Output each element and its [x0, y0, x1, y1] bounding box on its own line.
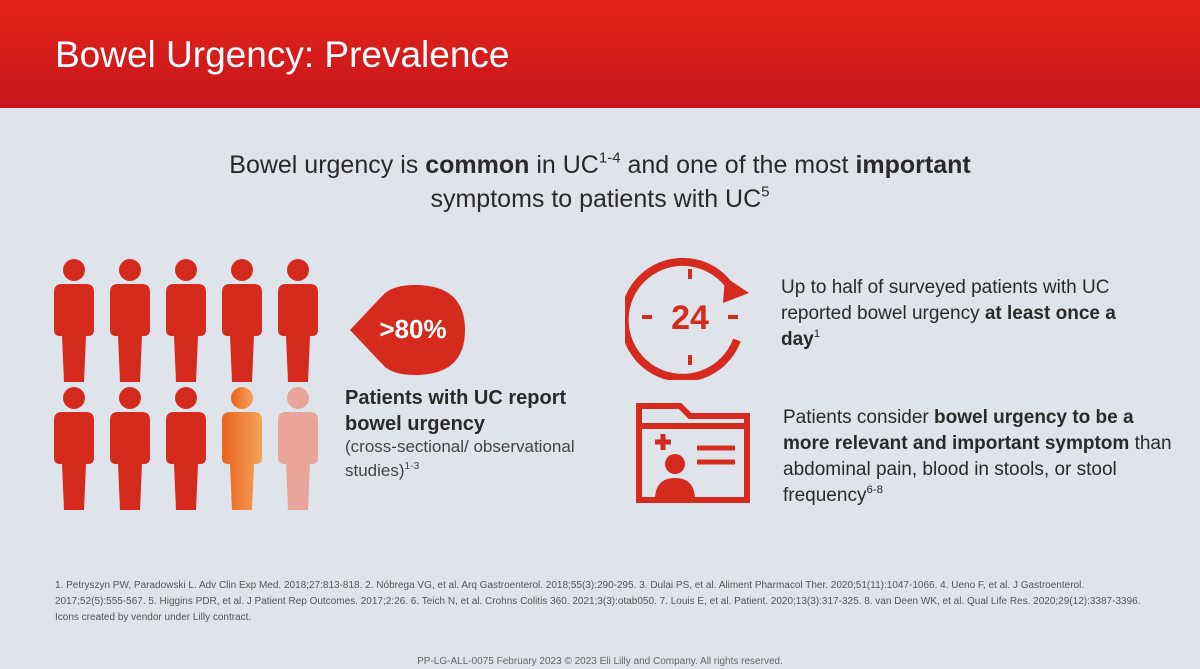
people-icons [54, 259, 318, 510]
clock-icon: 24 [625, 257, 749, 380]
stat-note: (cross-sectional/ observational studies)… [345, 435, 585, 483]
text: (cross-sectional/ observational studies) [345, 437, 575, 480]
emphasis: common [425, 151, 530, 179]
person-icon [278, 387, 318, 510]
record-icon [636, 403, 750, 503]
relevance-text: Patients consider bowel urgency to be a … [783, 405, 1183, 509]
emphasis: bowel urgency to be a more relevant and … [783, 407, 1134, 454]
clock-ring [625, 257, 741, 380]
daily-text: Up to half of surveyed patients with UC … [781, 275, 1141, 353]
ref: 6-8 [866, 484, 883, 497]
ref: 5 [761, 183, 770, 201]
emphasis: important [855, 151, 971, 179]
slide-title: Bowel Urgency: Prevalence [55, 34, 510, 75]
ref: 1-3 [404, 460, 420, 472]
header-band: Bowel Urgency: Prevalence [0, 0, 1200, 108]
person-icon [222, 387, 262, 510]
badge-text: >80% [379, 314, 446, 344]
person-icon [166, 387, 206, 510]
person-icon [166, 259, 206, 382]
badge: >80% [350, 285, 465, 375]
person-icon [110, 387, 150, 510]
person-icon [278, 259, 318, 382]
text: Bowel urgency is [229, 151, 426, 179]
text: Patients consider [783, 407, 935, 428]
stat-heading: Patients with UC report bowel urgency [345, 387, 567, 435]
clock-ticks [642, 269, 738, 365]
emphasis: at least once a day [781, 303, 1116, 350]
person-icon [222, 259, 262, 382]
text: Up to half of surveyed patients with UC … [781, 277, 1110, 324]
clock-text: 24 [671, 299, 709, 337]
text: in UC [529, 151, 599, 179]
person-icon [54, 259, 94, 382]
ref: 1-4 [598, 149, 621, 167]
text: than abdominal pain, blood in stools, or… [783, 433, 1172, 506]
clock-arrow [723, 277, 749, 303]
footer: PP-LG-ALL-0075 February 2023 © 2023 Eli … [417, 656, 783, 667]
badge-shape [350, 285, 465, 375]
references: 1. Petryszyn PW, Paradowski L. Adv Clin … [55, 580, 1141, 623]
ref: 1 [813, 328, 821, 341]
headline: Bowel urgency is common in UC1-4 and one… [150, 148, 1050, 216]
person-icon [110, 259, 150, 382]
person-icon [54, 387, 94, 510]
text: and one of the most [620, 151, 856, 179]
text: symptoms to patients with UC [430, 185, 762, 213]
